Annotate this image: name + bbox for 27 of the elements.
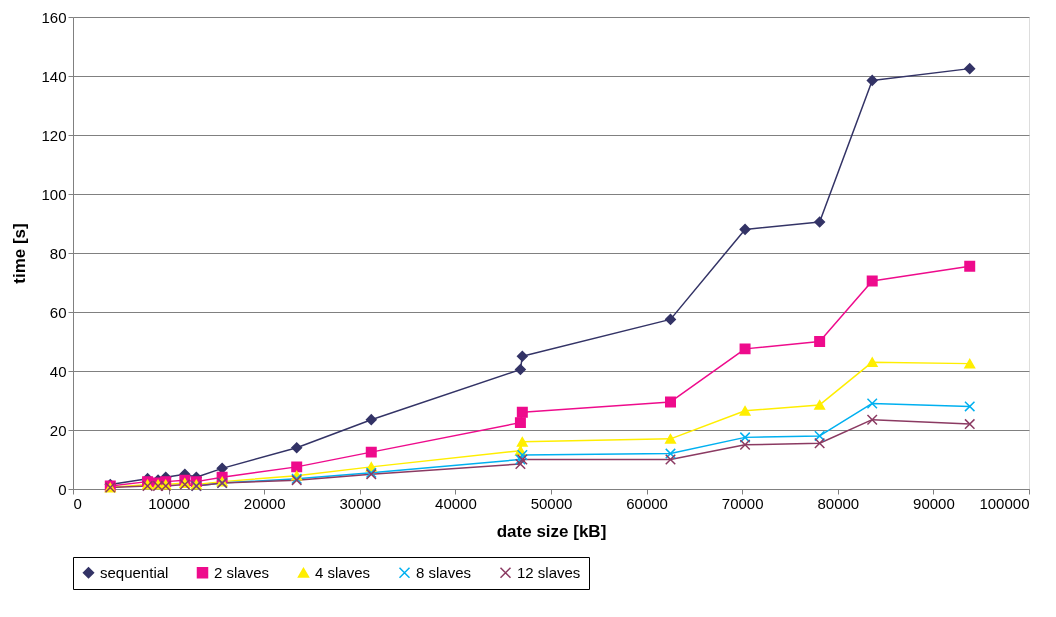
x-tick-label: 0 — [73, 494, 82, 512]
y-tick-label: 80 — [49, 244, 67, 262]
x-tick-label: 80000 — [817, 494, 860, 512]
y-tick-label: 140 — [41, 67, 67, 85]
legend-label: 2 slaves — [214, 563, 270, 581]
y-tick-label: 20 — [49, 421, 67, 439]
x-tick-label: 50000 — [530, 494, 573, 512]
y-tick-label: 40 — [49, 362, 67, 380]
legend-label: 8 slaves — [416, 563, 472, 581]
legend-label: sequential — [100, 563, 169, 581]
x-tick-label: 40000 — [435, 494, 477, 512]
y-tick-label: 120 — [41, 126, 67, 144]
x-tick-label: 90000 — [913, 494, 955, 512]
legend-label: 12 slaves — [517, 563, 581, 581]
y-tick-label: 160 — [41, 8, 67, 26]
x-tick-label: 30000 — [339, 494, 382, 512]
y-axis-title: time [s] — [10, 223, 30, 284]
x-tick-label: 70000 — [721, 494, 764, 512]
y-tick-label: 100 — [41, 185, 67, 203]
y-tick-label: 60 — [49, 303, 67, 321]
x-tick-label: 60000 — [626, 494, 668, 512]
x-axis-title: date size [kB] — [496, 521, 607, 541]
x-tick-label: 100000 — [979, 494, 1030, 512]
y-tick-label: 0 — [58, 480, 67, 498]
legend-label: 4 slaves — [315, 563, 371, 581]
x-tick-label: 20000 — [243, 494, 286, 512]
x-tick-label: 10000 — [148, 494, 190, 512]
